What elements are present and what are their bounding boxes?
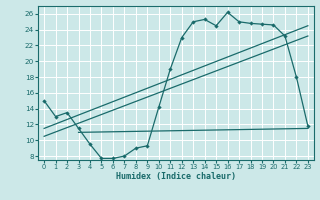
X-axis label: Humidex (Indice chaleur): Humidex (Indice chaleur) [116, 172, 236, 181]
